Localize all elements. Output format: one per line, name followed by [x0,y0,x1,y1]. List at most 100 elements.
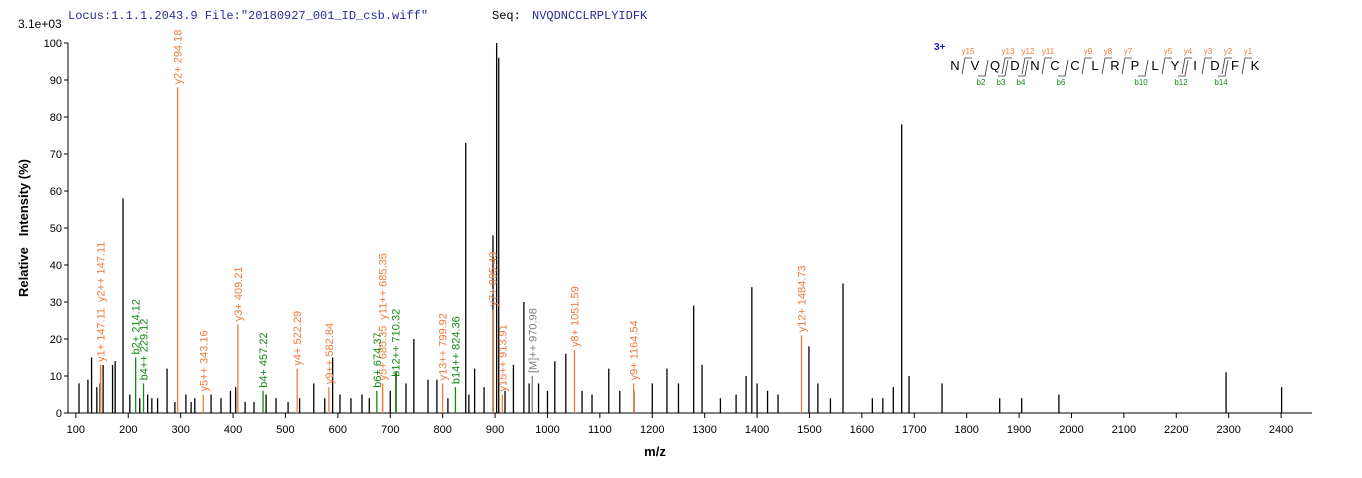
x-tick-label: 1300 [692,424,716,436]
b-marker [1138,59,1149,77]
x-tick-label: 600 [329,424,347,436]
y-ion-label: y7 [1124,47,1133,56]
x-tick-label: 1800 [954,424,978,436]
x-tick-label: 1500 [797,424,821,436]
x-tick-label: 2100 [1112,424,1136,436]
y-marker [1161,57,1172,75]
residue: D [1210,58,1219,73]
y-marker [1081,57,1092,75]
b-ion-label: b6 [1057,78,1066,87]
peak-label: b4+ 457.22 [258,332,270,387]
y-marker [961,57,972,75]
y-tick-label: 70 [50,149,62,161]
y-ion-label: y15 [962,47,975,56]
x-axis-label: m/z [644,444,666,459]
y-tick-label: 30 [50,297,62,309]
y-tick-label: 0 [56,408,62,420]
peak-label: y9++ 582.84 [324,323,336,384]
y-tick-label: 100 [44,38,62,50]
b-marker [1178,59,1189,77]
peak-label: y1+ 147.11 [96,308,108,362]
residue: P [1131,58,1140,73]
x-tick-label: 100 [67,424,85,436]
residue: Y [1171,58,1180,73]
y-marker [1001,57,1012,75]
peak-label: y5++ 343.16 [198,330,210,391]
x-tick-label: 2400 [1269,424,1293,436]
b-ion-label: b4 [1017,78,1026,87]
x-tick-label: 200 [119,424,137,436]
peak-label: y13++ 799.92 [438,313,450,380]
y-ion-label: y9 [1084,47,1093,56]
peak-label: y8+ 1051.59 [570,286,582,347]
x-tick-label: 1400 [745,424,769,436]
b-marker [978,59,989,77]
y-ion-label: y5 [1164,47,1173,56]
x-tick-label: 1900 [1007,424,1031,436]
b-marker [1058,59,1069,77]
x-tick-label: 300 [171,424,189,436]
peak-label: y12+ 1484.73 [796,265,808,332]
x-tick-label: 800 [433,424,451,436]
b-ion-label: b14 [1214,78,1228,87]
y-ion-label: y12 [1022,47,1035,56]
peak-label: y3+ 409.21 [233,266,245,321]
b-marker [1218,59,1229,77]
y-ion-label: y3 [1204,47,1213,56]
y-axis-label: Relative Intensity (%) [16,159,31,297]
peak-label: b6+ 674.37 [372,332,384,387]
x-tick-label: 1000 [535,424,559,436]
y-marker [1241,57,1252,75]
x-tick-label: 1600 [850,424,874,436]
peak-label: y11++ 685.35 [378,253,390,319]
residue: L [1091,58,1098,73]
peak-label: y9+ 1164.54 [629,320,641,380]
scale-label: 3.1e+03 [18,17,62,31]
x-tick-label: 900 [486,424,504,436]
b-ion-label: b10 [1134,78,1148,87]
peak-label: y2++ 147.11 [96,242,108,302]
residue: I [1193,58,1197,73]
peak-label: y2+ 294.18 [173,30,185,85]
y-ion-label: y4 [1184,47,1193,56]
peak-label: y15++ 913.91 [497,324,509,391]
residue: D [1010,58,1019,73]
y-marker [1221,57,1232,75]
y-ion-label: y13 [1002,47,1015,56]
x-tick-label: 2000 [1059,424,1083,436]
b-ion-label: b2 [977,78,986,87]
x-tick-label: 2200 [1164,424,1188,436]
y-marker [1041,57,1052,75]
y-tick-label: 10 [50,371,62,383]
residue: F [1231,58,1239,73]
y-marker [1181,57,1192,75]
y-tick-label: 20 [50,334,62,346]
y-ion-label: y8 [1104,47,1113,56]
b-marker [1018,59,1029,77]
y-marker [1021,57,1032,75]
y-tick-label: 80 [50,112,62,124]
residue: K [1251,58,1260,73]
b-marker [998,59,1009,77]
peak-label: y5+ 685.35 [378,326,390,381]
x-tick-label: 700 [381,424,399,436]
y-marker [1121,57,1132,75]
locus: Locus:1.1.1.2043.9 File:"20180927_001_ID… [68,9,428,23]
y-ion-label: y1 [1244,47,1253,56]
x-tick-label: 1200 [640,424,664,436]
residue: V [971,58,980,73]
y-ion-label: y2 [1224,47,1233,56]
x-tick-label: 2300 [1216,424,1240,436]
peak-label: y7+ 895.49 [488,252,500,307]
x-tick-label: 1700 [902,424,926,436]
residue: R [1110,58,1119,73]
peak-label: [M]++ 970.98 [527,308,539,373]
x-tick-label: 1100 [588,424,612,436]
y-ion-label: y11 [1042,47,1055,56]
residue: C [1050,58,1059,73]
b-ion-label: b12 [1174,78,1188,87]
y-tick-label: 40 [50,260,62,272]
peak-label: b12++ 710.32 [391,309,403,377]
